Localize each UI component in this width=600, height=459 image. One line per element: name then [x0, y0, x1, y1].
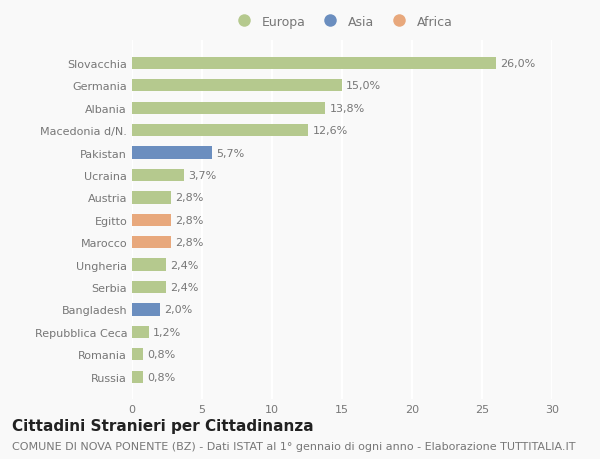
Bar: [132, 214, 171, 226]
Text: COMUNE DI NOVA PONENTE (BZ) - Dati ISTAT al 1° gennaio di ogni anno - Elaborazio: COMUNE DI NOVA PONENTE (BZ) - Dati ISTAT…: [12, 441, 575, 451]
Text: 12,6%: 12,6%: [313, 126, 348, 136]
Text: Cittadini Stranieri per Cittadinanza: Cittadini Stranieri per Cittadinanza: [12, 418, 314, 433]
Text: 5,7%: 5,7%: [216, 148, 244, 158]
Legend: Europa, Asia, Africa: Europa, Asia, Africa: [228, 12, 456, 32]
Bar: [132, 326, 149, 338]
Bar: [132, 80, 342, 92]
Text: 2,8%: 2,8%: [175, 238, 204, 248]
Text: 13,8%: 13,8%: [329, 103, 365, 113]
Text: 2,8%: 2,8%: [175, 193, 204, 203]
Bar: [132, 169, 184, 182]
Bar: [132, 348, 143, 361]
Text: 15,0%: 15,0%: [346, 81, 382, 91]
Text: 2,0%: 2,0%: [164, 305, 193, 315]
Bar: [132, 236, 171, 249]
Bar: [132, 281, 166, 294]
Text: 3,7%: 3,7%: [188, 171, 216, 180]
Bar: [132, 102, 325, 115]
Bar: [132, 125, 308, 137]
Text: 0,8%: 0,8%: [148, 372, 176, 382]
Text: 2,4%: 2,4%: [170, 282, 198, 292]
Bar: [132, 147, 212, 159]
Text: 2,4%: 2,4%: [170, 260, 198, 270]
Text: 0,8%: 0,8%: [148, 350, 176, 359]
Text: 26,0%: 26,0%: [500, 59, 535, 69]
Bar: [132, 57, 496, 70]
Text: 1,2%: 1,2%: [153, 327, 181, 337]
Bar: [132, 192, 171, 204]
Text: 2,8%: 2,8%: [175, 215, 204, 225]
Bar: [132, 259, 166, 271]
Bar: [132, 371, 143, 383]
Bar: [132, 304, 160, 316]
